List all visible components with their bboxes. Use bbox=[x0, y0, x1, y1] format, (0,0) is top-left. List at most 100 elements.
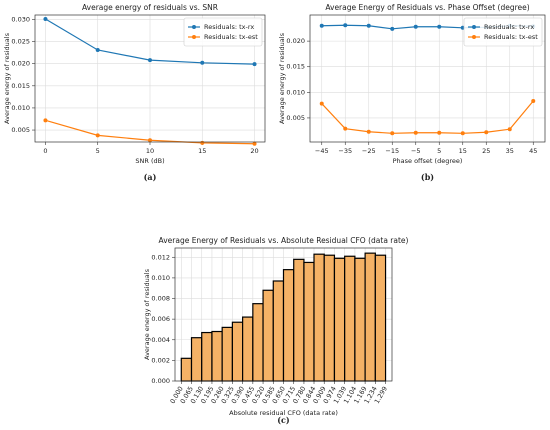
legend-label: Residuals: tx-rx bbox=[204, 23, 254, 31]
plot-frame bbox=[309, 14, 546, 143]
bar bbox=[190, 337, 203, 382]
point bbox=[460, 131, 465, 136]
y-tick-label: 0.006 bbox=[151, 315, 170, 323]
y-tick-label: 0.020 bbox=[11, 60, 30, 68]
point bbox=[507, 127, 512, 132]
x-tick-label: −15 bbox=[385, 147, 399, 155]
bar bbox=[180, 357, 193, 382]
bar bbox=[272, 280, 285, 382]
x-tick-label: 5 bbox=[96, 147, 100, 155]
x-tick-label: 10 bbox=[146, 147, 154, 155]
point bbox=[252, 141, 257, 146]
bar bbox=[221, 326, 233, 382]
bar bbox=[252, 303, 264, 382]
bar bbox=[364, 252, 376, 382]
point bbox=[319, 23, 324, 28]
legend-marker bbox=[472, 35, 476, 39]
x-tick-label: 15 bbox=[198, 147, 206, 155]
plot-frame bbox=[174, 247, 393, 382]
bar bbox=[374, 254, 387, 382]
x-axis-label: Absolute residual CFO (data rate) bbox=[229, 409, 338, 417]
legend-label: Residuals: tx-rx bbox=[484, 23, 534, 31]
legend bbox=[463, 17, 543, 47]
y-tick-label: 0.005 bbox=[286, 114, 305, 122]
y-tick-label: 0.002 bbox=[151, 356, 170, 364]
chart-title: Average energy of residuals vs. SNR bbox=[82, 3, 218, 12]
bar bbox=[333, 257, 346, 382]
point bbox=[200, 140, 205, 145]
bar bbox=[211, 330, 223, 382]
bar bbox=[344, 255, 356, 382]
point bbox=[437, 130, 442, 135]
y-tick-label: 0.020 bbox=[286, 37, 305, 45]
point bbox=[531, 99, 536, 104]
point bbox=[95, 47, 100, 52]
bar bbox=[303, 261, 315, 382]
x-tick-label: 0 bbox=[43, 147, 47, 155]
point bbox=[413, 130, 418, 135]
x-axis-label: Phase offset (degree) bbox=[393, 157, 463, 165]
legend-marker bbox=[192, 35, 196, 39]
x-tick-label: −35 bbox=[338, 147, 352, 155]
bar bbox=[313, 253, 325, 382]
y-tick-label: 0.030 bbox=[11, 15, 30, 23]
point bbox=[484, 130, 489, 135]
caption: (c) bbox=[277, 415, 290, 425]
x-tick-label: −45 bbox=[315, 147, 329, 155]
y-tick-label: 0.004 bbox=[151, 336, 170, 344]
legend-label: Residuals: tx-est bbox=[484, 33, 538, 41]
point bbox=[343, 126, 348, 131]
bar bbox=[323, 254, 336, 382]
y-tick-label: 0.010 bbox=[286, 88, 305, 96]
point bbox=[390, 26, 395, 31]
bar bbox=[231, 321, 244, 382]
y-tick-label: 0.010 bbox=[11, 104, 30, 112]
point bbox=[95, 133, 100, 138]
chart-title: Average Energy of Residuals vs. Absolute… bbox=[159, 236, 409, 245]
point bbox=[390, 131, 395, 136]
y-tick-label: 0.008 bbox=[151, 295, 170, 303]
y-axis-label: Average energy of residuals bbox=[143, 268, 151, 360]
y-tick-label: 0.005 bbox=[11, 126, 30, 134]
bar bbox=[354, 257, 366, 382]
bar bbox=[201, 331, 213, 382]
x-axis-label: SNR (dB) bbox=[135, 157, 164, 165]
x-tick-label: 45 bbox=[529, 147, 537, 155]
bar bbox=[282, 269, 295, 382]
caption: (a) bbox=[144, 172, 157, 182]
legend-label: Residuals: tx-est bbox=[204, 33, 258, 41]
y-tick-label: 0.025 bbox=[11, 38, 30, 46]
bar bbox=[242, 316, 254, 382]
y-tick-label: 0.000 bbox=[151, 377, 170, 385]
point bbox=[413, 24, 418, 29]
y-axis-label: Average energy of residuals bbox=[3, 32, 11, 124]
plot-frame bbox=[34, 14, 266, 143]
y-tick-label: 0.015 bbox=[286, 63, 305, 71]
x-tick-label: 25 bbox=[482, 147, 490, 155]
y-tick-label: 0.010 bbox=[151, 274, 170, 282]
y-tick-label: 0.012 bbox=[151, 253, 170, 261]
point bbox=[319, 101, 324, 106]
legend bbox=[183, 17, 263, 47]
legend-marker bbox=[472, 25, 476, 29]
point bbox=[437, 24, 442, 29]
x-tick-label: 15 bbox=[459, 147, 467, 155]
point bbox=[43, 16, 48, 21]
chart-title: Average Energy of Residuals vs. Phase Of… bbox=[325, 3, 529, 12]
y-axis-label: Average energy of residuals bbox=[278, 32, 286, 124]
point bbox=[366, 129, 371, 134]
x-tick-label: −5 bbox=[411, 147, 421, 155]
point bbox=[343, 23, 348, 28]
point bbox=[43, 118, 48, 123]
point bbox=[148, 138, 152, 143]
x-tick-label: −25 bbox=[362, 147, 376, 155]
bar bbox=[262, 289, 274, 382]
point bbox=[366, 23, 371, 28]
bar bbox=[293, 258, 305, 382]
point bbox=[200, 60, 205, 65]
x-tick-label: 20 bbox=[250, 147, 258, 155]
x-tick-label: 5 bbox=[437, 147, 441, 155]
point bbox=[148, 58, 152, 63]
series-line bbox=[321, 100, 534, 134]
